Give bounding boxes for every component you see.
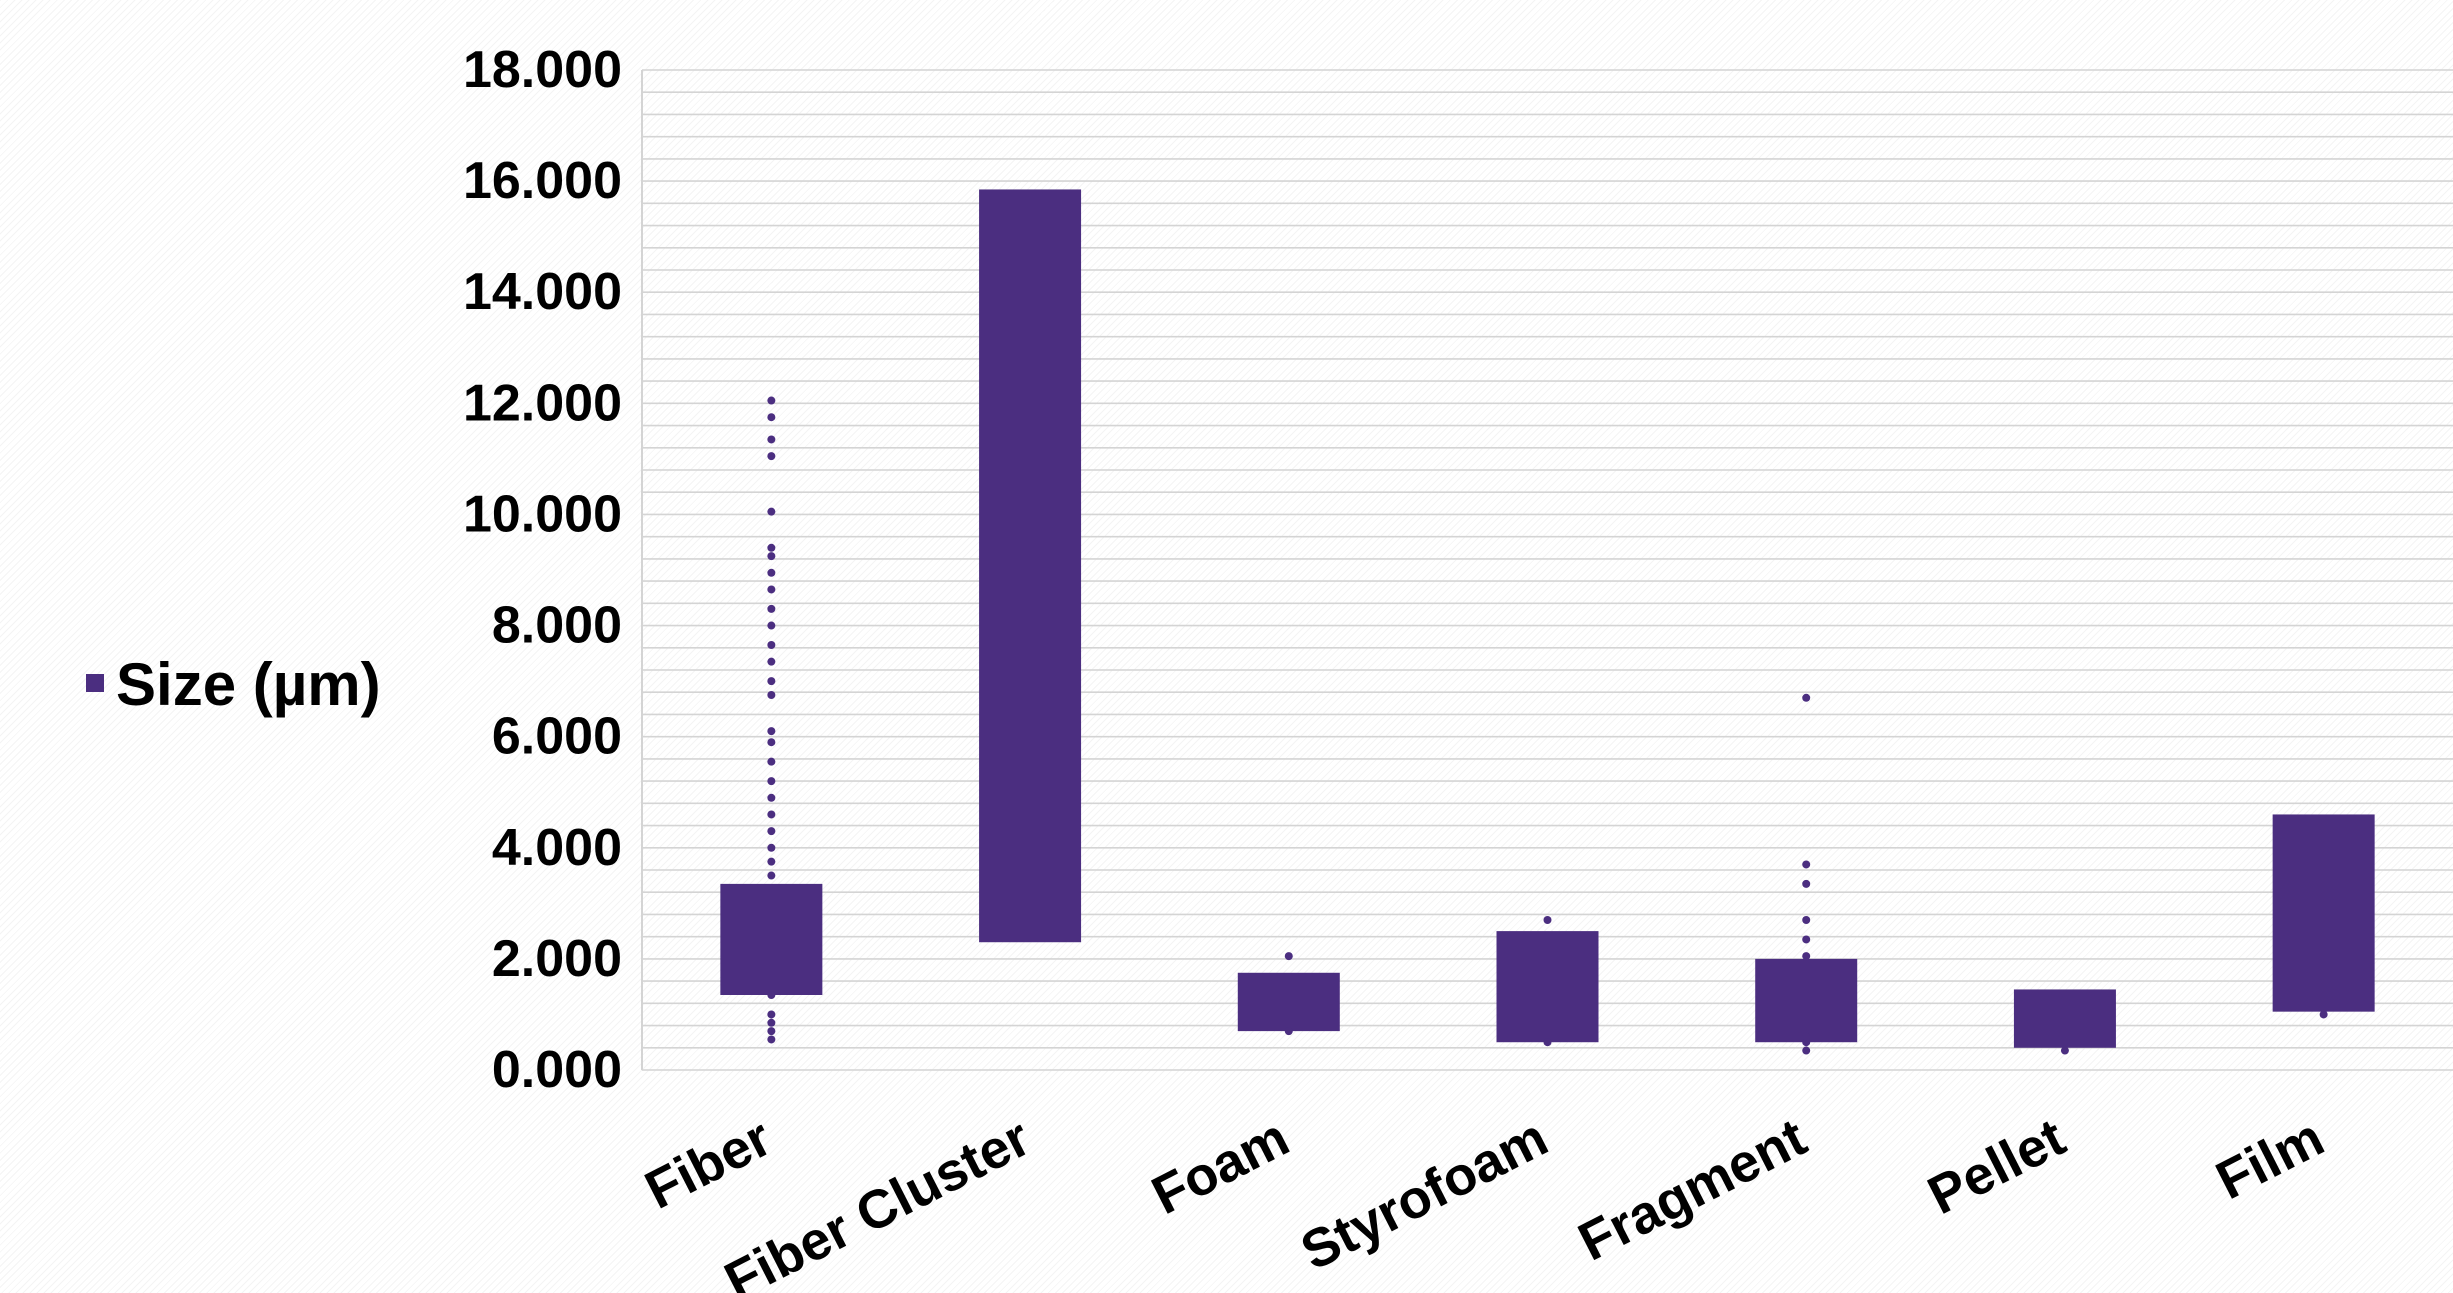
- data-point: [767, 1018, 776, 1027]
- data-point: [1284, 952, 1293, 961]
- data-point: [767, 1027, 776, 1036]
- data-point: [1284, 1027, 1293, 1036]
- y-tick-labels: 0.000 2.000 4.000 6.000 8.000 10.000 12.000 14.…: [463, 41, 622, 1099]
- data-point: [767, 621, 776, 630]
- data-point: [767, 452, 776, 461]
- y-tick-label: 4.000: [492, 819, 622, 877]
- x-tick-label: Fragment: [1569, 1107, 1815, 1272]
- data-point: [767, 507, 776, 516]
- data-point: [767, 810, 776, 819]
- data-point: [767, 552, 776, 561]
- data-point: [1543, 916, 1552, 924]
- x-tick-label: Pellet: [1919, 1107, 2075, 1226]
- box: [979, 189, 1082, 943]
- data-point: [1802, 1038, 1811, 1047]
- data-point: [1802, 879, 1811, 888]
- data-point: [767, 677, 776, 686]
- y-tick-label: 8.000: [492, 597, 622, 655]
- y-tick-label: 16.000: [463, 152, 622, 210]
- box: [1496, 931, 1599, 1043]
- grid-layer: [641, 69, 2453, 1071]
- y-tick-label: 12.000: [463, 374, 622, 432]
- data-point: [767, 738, 776, 747]
- data-point: [767, 757, 776, 766]
- data-point: [767, 843, 776, 852]
- data-point: [767, 413, 776, 422]
- legend-swatch: [86, 674, 104, 692]
- x-tick-label: Fiber: [636, 1107, 781, 1220]
- data-point: [1543, 1038, 1552, 1047]
- data-point: [767, 727, 776, 736]
- box: [1755, 958, 1858, 1043]
- data-point: [767, 1035, 776, 1044]
- box: [2013, 989, 2116, 1048]
- y-tick-label: 10.000: [463, 485, 622, 543]
- data-point: [767, 871, 776, 880]
- data-point: [767, 435, 776, 444]
- box-layer: [720, 189, 2375, 1048]
- box: [1237, 972, 1340, 1032]
- data-point: [767, 568, 776, 577]
- data-point: [767, 396, 776, 405]
- data-point: [2319, 1010, 2328, 1019]
- data-point: [767, 691, 776, 699]
- x-tick-label: Film: [2207, 1107, 2333, 1211]
- y-tick-label: 14.000: [463, 263, 622, 321]
- data-point: [767, 857, 776, 866]
- data-point: [767, 1010, 776, 1019]
- data-point: [2060, 1046, 2069, 1055]
- y-tick-label: 6.000: [492, 708, 622, 766]
- x-tick-label: Foam: [1143, 1107, 1299, 1226]
- x-tick-label: Styrofoam: [1292, 1107, 1557, 1282]
- box: [720, 883, 823, 995]
- data-point: [767, 777, 776, 786]
- data-point: [1802, 1032, 1811, 1041]
- point-layer: [767, 396, 2328, 1055]
- data-point: [767, 641, 776, 649]
- data-point: [1802, 1046, 1811, 1055]
- data-point: [767, 585, 776, 594]
- data-point: [767, 793, 776, 802]
- data-point: [767, 543, 776, 552]
- box: [2272, 814, 2375, 1012]
- legend: Size (µm): [86, 651, 381, 718]
- data-point: [1802, 952, 1811, 961]
- data-point: [767, 657, 776, 666]
- y-tick-label: 18.000: [463, 41, 622, 99]
- data-point: [767, 604, 776, 613]
- data-point: [1802, 693, 1811, 702]
- data-point: [1802, 916, 1811, 924]
- y-tick-label: 0.000: [492, 1041, 622, 1099]
- data-point: [1802, 860, 1811, 869]
- data-point: [767, 827, 776, 836]
- legend-label: Size (µm): [116, 651, 381, 718]
- y-tick-label: 2.000: [492, 930, 622, 988]
- data-point: [1802, 935, 1811, 944]
- data-point: [767, 991, 776, 999]
